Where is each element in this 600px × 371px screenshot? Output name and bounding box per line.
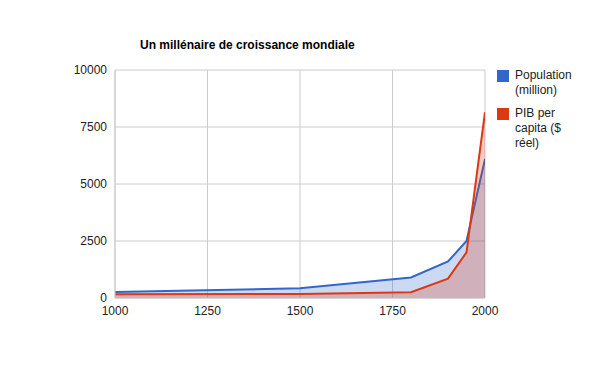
svg-text:1500: 1500 xyxy=(287,304,314,318)
svg-text:10000: 10000 xyxy=(74,63,108,77)
svg-text:5000: 5000 xyxy=(80,177,107,191)
svg-text:2000: 2000 xyxy=(472,304,499,318)
html-text:PIB per capita ($ réel): PIB per capita ($ réel) xyxy=(515,106,561,150)
html-text:Population (million): Population (million) xyxy=(515,68,572,97)
svg-text:0: 0 xyxy=(100,291,107,305)
svg-text:1000: 1000 xyxy=(102,304,129,318)
svg-text:2500: 2500 xyxy=(80,234,107,248)
svg-text:1750: 1750 xyxy=(379,304,406,318)
html-text:Un millénaire de croissance mo: Un millénaire de croissance mondiale xyxy=(140,38,355,52)
svg-text:1250: 1250 xyxy=(194,304,221,318)
svg-text:7500: 7500 xyxy=(80,120,107,134)
